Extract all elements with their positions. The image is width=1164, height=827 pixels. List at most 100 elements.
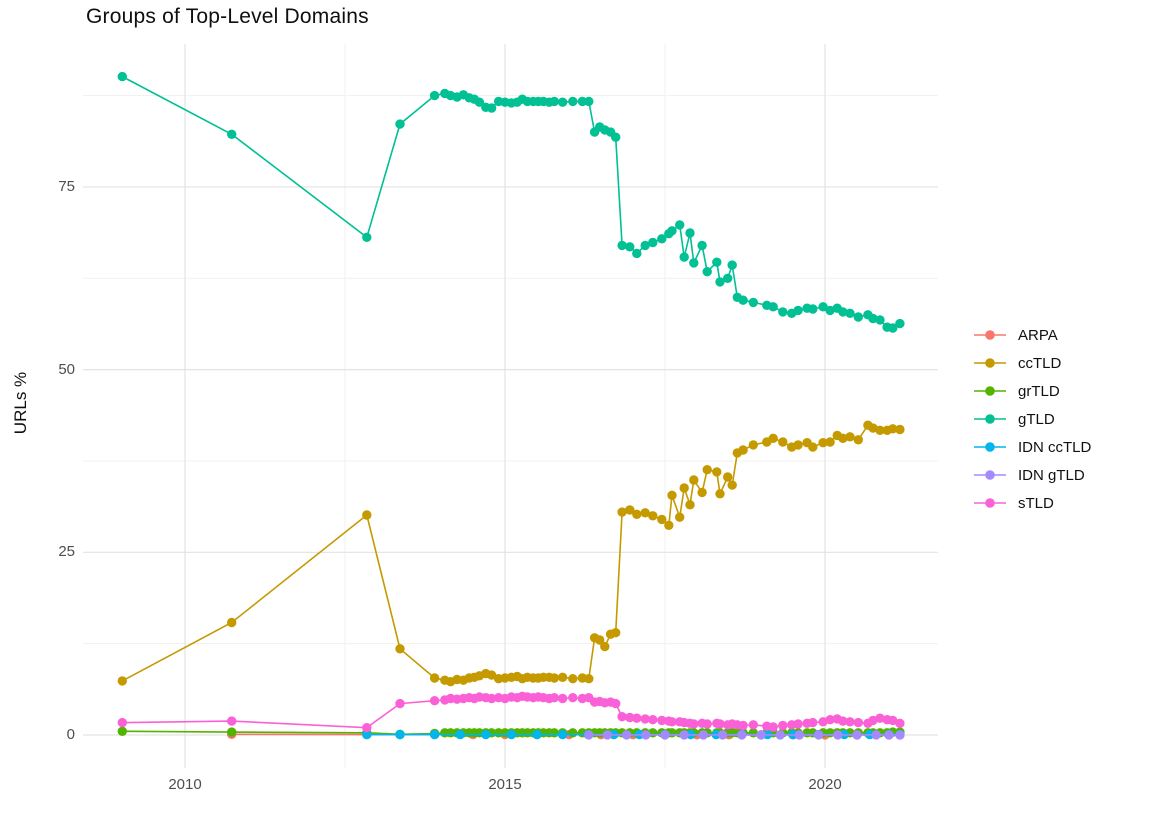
- data-point: [227, 727, 237, 737]
- data-point: [748, 297, 758, 308]
- data-point: [685, 500, 695, 510]
- data-point: [884, 730, 894, 740]
- data-point: [621, 730, 632, 740]
- data-point: [117, 71, 128, 82]
- data-point: [568, 674, 578, 684]
- data-point: [689, 258, 699, 268]
- grid-major: [83, 44, 938, 768]
- data-point: [768, 302, 778, 312]
- data-point: [825, 715, 835, 725]
- data-point: [875, 425, 885, 435]
- legend-row-stld: sTLD: [973, 489, 1091, 517]
- data-point: [549, 96, 559, 107]
- data-point: [486, 693, 497, 704]
- data-point: [549, 673, 559, 683]
- data-point: [845, 432, 855, 442]
- data-point: [227, 129, 237, 139]
- y-tick-label: 50: [58, 360, 75, 378]
- data-point: [838, 433, 848, 443]
- data-point: [395, 644, 405, 654]
- data-point: [429, 696, 440, 706]
- data-point: [532, 729, 542, 740]
- data-point: [723, 273, 733, 283]
- legend-key-icon: [974, 498, 1006, 508]
- data-point: [429, 90, 440, 101]
- data-point: [584, 96, 594, 107]
- legend-row-idn-cctld: IDN ccTLD: [973, 433, 1091, 461]
- legend-label: gTLD: [1018, 410, 1055, 428]
- data-point: [602, 730, 613, 740]
- data-point: [697, 487, 707, 498]
- legend-label: ARPA: [1018, 326, 1058, 344]
- data-point: [685, 228, 695, 238]
- data-point: [617, 712, 627, 722]
- data-point: [679, 252, 689, 262]
- data-point: [648, 237, 658, 248]
- data-point: [852, 730, 862, 740]
- data-point: [702, 719, 712, 729]
- x-tick-label: 2015: [488, 776, 522, 793]
- data-point: [675, 220, 685, 230]
- data-point: [617, 507, 627, 517]
- legend-row-gtld: gTLD: [973, 405, 1091, 433]
- x-tick-label: 2010: [168, 776, 202, 793]
- data-point: [689, 719, 699, 729]
- data-point: [825, 305, 835, 316]
- data-point: [895, 424, 905, 435]
- data-point: [793, 719, 803, 729]
- series-gtld: [117, 71, 905, 333]
- data-point: [611, 698, 621, 709]
- legend-label: IDN ccTLD: [1018, 438, 1092, 456]
- legend-row-grtld: grTLD: [973, 377, 1091, 405]
- data-point: [793, 305, 803, 316]
- data-point: [617, 240, 627, 251]
- data-point: [549, 728, 559, 738]
- data-point: [227, 617, 237, 628]
- y-tick-label: 75: [58, 177, 75, 195]
- data-point: [362, 723, 372, 733]
- data-point: [697, 240, 707, 251]
- series-stld: [117, 691, 905, 733]
- data-point: [117, 726, 128, 736]
- data-point: [715, 489, 725, 499]
- data-point: [756, 730, 766, 740]
- data-point: [568, 96, 578, 107]
- data-point: [895, 730, 905, 740]
- data-point: [875, 315, 885, 325]
- data-point: [625, 505, 635, 515]
- data-point: [838, 307, 848, 317]
- data-point: [568, 728, 578, 738]
- data-point: [632, 248, 642, 259]
- data-point: [640, 508, 650, 518]
- data-point: [429, 729, 440, 740]
- data-point: [429, 673, 440, 683]
- data-point: [611, 132, 621, 142]
- data-point: [557, 729, 568, 740]
- data-point: [117, 676, 128, 686]
- data-point: [486, 103, 497, 113]
- data-point: [657, 715, 667, 726]
- data-point: [853, 717, 863, 728]
- data-point: [727, 260, 737, 270]
- legend-key-icon: [974, 358, 1006, 368]
- data-point: [875, 713, 885, 723]
- legend-label: IDN gTLD: [1018, 466, 1085, 484]
- data-point: [667, 490, 677, 500]
- data-point: [657, 514, 667, 525]
- data-point: [868, 313, 878, 324]
- data-point: [895, 718, 905, 728]
- data-point: [738, 445, 748, 455]
- data-point: [738, 295, 748, 305]
- data-point: [727, 480, 737, 490]
- data-point: [557, 97, 568, 107]
- data-point: [600, 641, 610, 652]
- data-point: [793, 440, 803, 450]
- data-point: [748, 440, 758, 450]
- data-point: [664, 520, 674, 530]
- data-point: [825, 437, 835, 447]
- legend-key-icon: [974, 470, 1006, 480]
- data-point: [557, 693, 568, 704]
- data-point: [506, 729, 517, 740]
- data-point: [723, 472, 733, 482]
- data-point: [625, 242, 635, 252]
